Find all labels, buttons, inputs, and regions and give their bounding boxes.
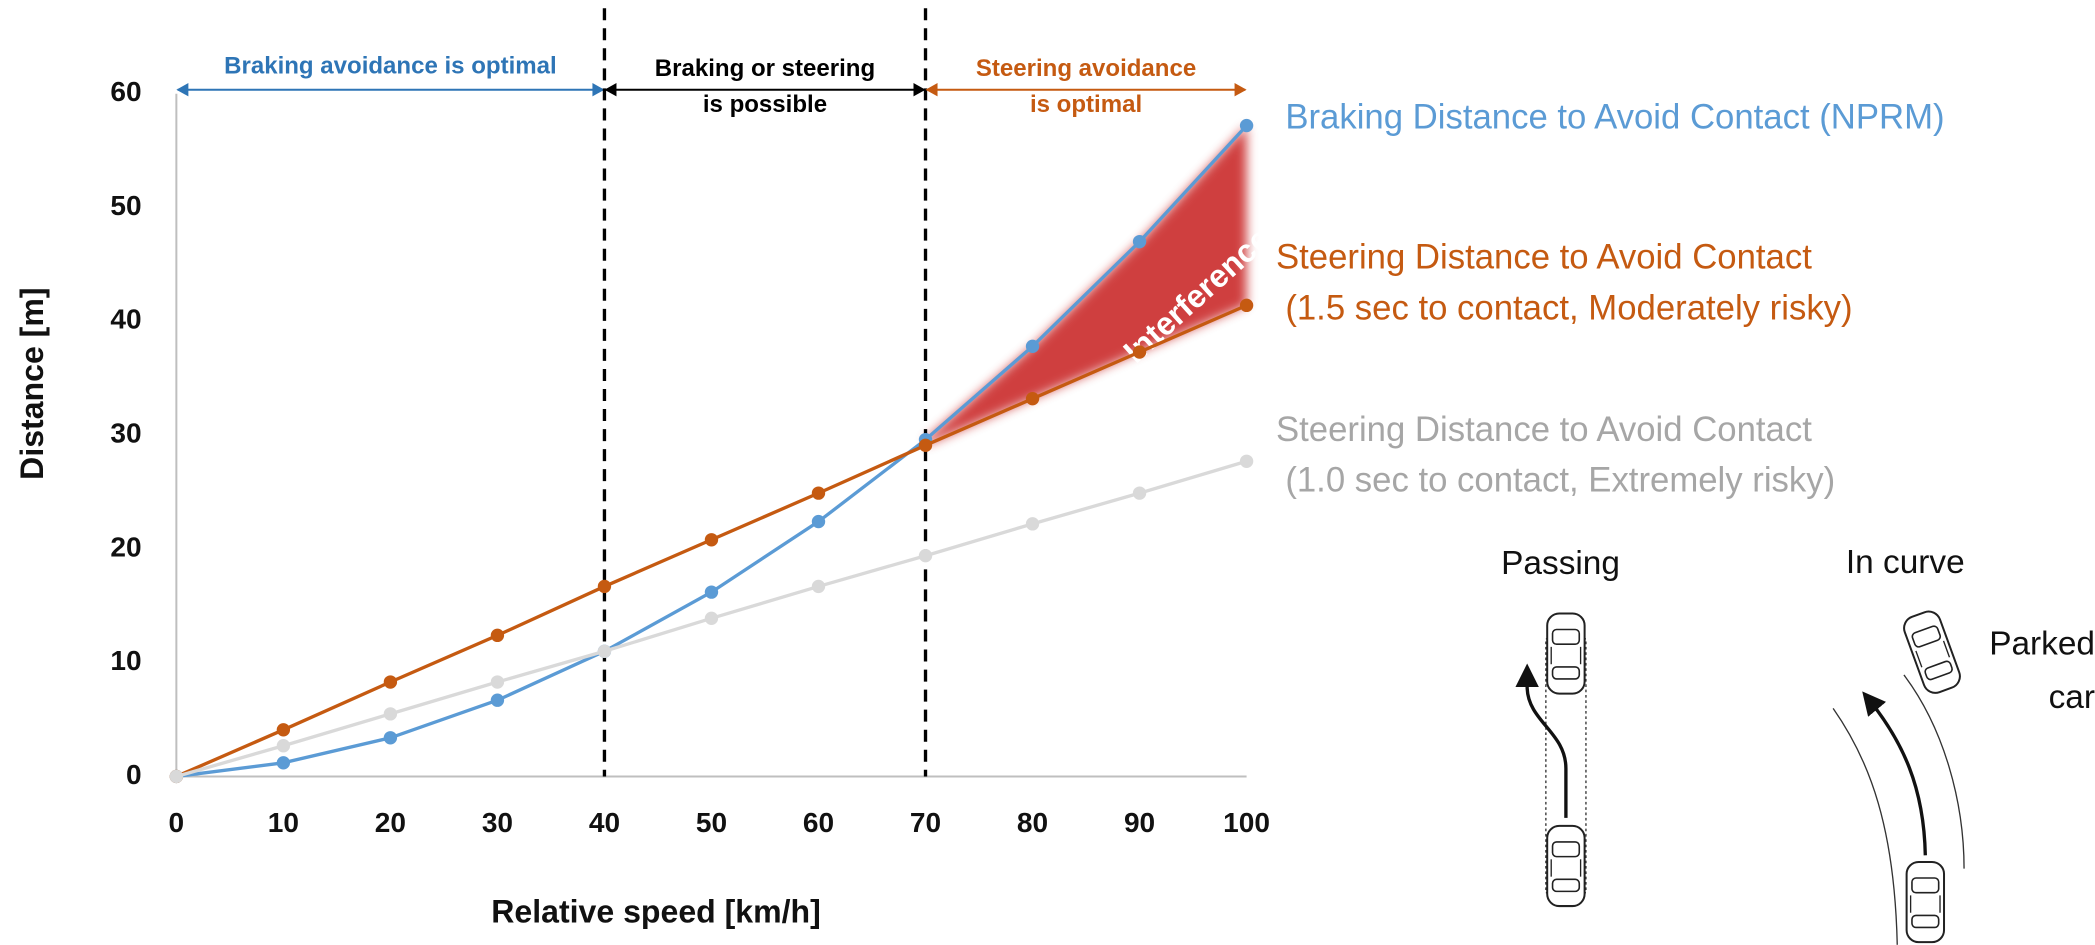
x-axis-title: Relative speed [km/h] [491, 894, 820, 930]
arrow-head [604, 83, 617, 97]
x-tick-label: 70 [910, 807, 941, 838]
x-tick-label: 60 [803, 807, 834, 838]
data-point [704, 611, 719, 625]
data-point [490, 675, 505, 689]
data-point [1239, 118, 1254, 133]
series-line [176, 124, 1248, 779]
region-label: Braking avoidance is optimal [224, 52, 557, 79]
data-point [1025, 391, 1040, 406]
region-label: is optimal [1030, 91, 1142, 118]
illustration-label: In curve [1846, 544, 1965, 581]
region-label: Braking or steering [655, 55, 875, 82]
y-axis-title: Distance [m] [14, 287, 50, 479]
data-point [918, 438, 933, 453]
arrow-head [1234, 83, 1247, 97]
x-tick-label: 20 [375, 807, 406, 838]
illustration-passing [1515, 612, 1587, 908]
x-tick-label: 0 [169, 807, 185, 838]
y-tick-label: 40 [110, 304, 141, 335]
data-point [704, 533, 719, 547]
y-tick-label: 0 [126, 759, 142, 790]
x-tick-label: 100 [1223, 807, 1270, 838]
data-point [383, 675, 398, 689]
data-point [811, 514, 826, 529]
series-label: Braking Distance to Avoid Contact (NPRM) [1285, 98, 1944, 136]
data-point [1025, 339, 1040, 354]
x-tick-label: 90 [1124, 807, 1155, 838]
data-point [1025, 517, 1040, 531]
region-label: is possible [703, 91, 827, 118]
illustration-curve [1832, 607, 1965, 945]
data-point [276, 739, 291, 753]
arrow-head [925, 83, 938, 97]
data-point [383, 731, 398, 745]
series-label: (1.0 sec to contact, Extremely risky) [1285, 462, 1835, 500]
series-label: Steering Distance to Avoid Contact [1276, 411, 1812, 449]
data-point [1132, 486, 1147, 500]
data-point [1239, 298, 1254, 313]
series-label: Steering Distance to Avoid Contact [1276, 239, 1812, 277]
arrow-head [913, 83, 926, 97]
data-point [597, 579, 612, 594]
arrow-head [592, 83, 605, 97]
region-label: Steering avoidance [976, 55, 1196, 82]
y-tick-label: 50 [110, 190, 141, 221]
x-tick-label: 80 [1017, 807, 1048, 838]
x-tick-label: 30 [482, 807, 513, 838]
illustration-label: Parked [1989, 625, 2095, 662]
x-tick-label: 50 [696, 807, 727, 838]
data-point [811, 486, 826, 500]
y-tick-label: 20 [110, 531, 141, 562]
illustration-label: Passing [1501, 545, 1620, 582]
data-point [597, 644, 612, 658]
y-tick-label: 60 [110, 76, 141, 107]
series-label: (1.5 sec to contact, Moderately risky) [1285, 289, 1852, 327]
y-tick-label: 10 [110, 645, 141, 676]
illustration-label: car [2049, 679, 2095, 716]
data-point [1132, 234, 1147, 249]
data-point [169, 769, 184, 784]
data-point [811, 579, 826, 594]
x-tick-label: 40 [589, 807, 620, 838]
y-tick-label: 30 [110, 417, 141, 448]
data-point [918, 549, 933, 563]
x-tick-label: 10 [268, 807, 299, 838]
data-point [704, 585, 719, 599]
data-point [1239, 454, 1254, 468]
data-point [490, 628, 505, 643]
data-point [276, 756, 291, 770]
data-point [1132, 345, 1147, 359]
arrow-head [176, 83, 189, 97]
data-point [276, 723, 291, 737]
data-point [490, 693, 505, 707]
data-point [383, 707, 398, 721]
